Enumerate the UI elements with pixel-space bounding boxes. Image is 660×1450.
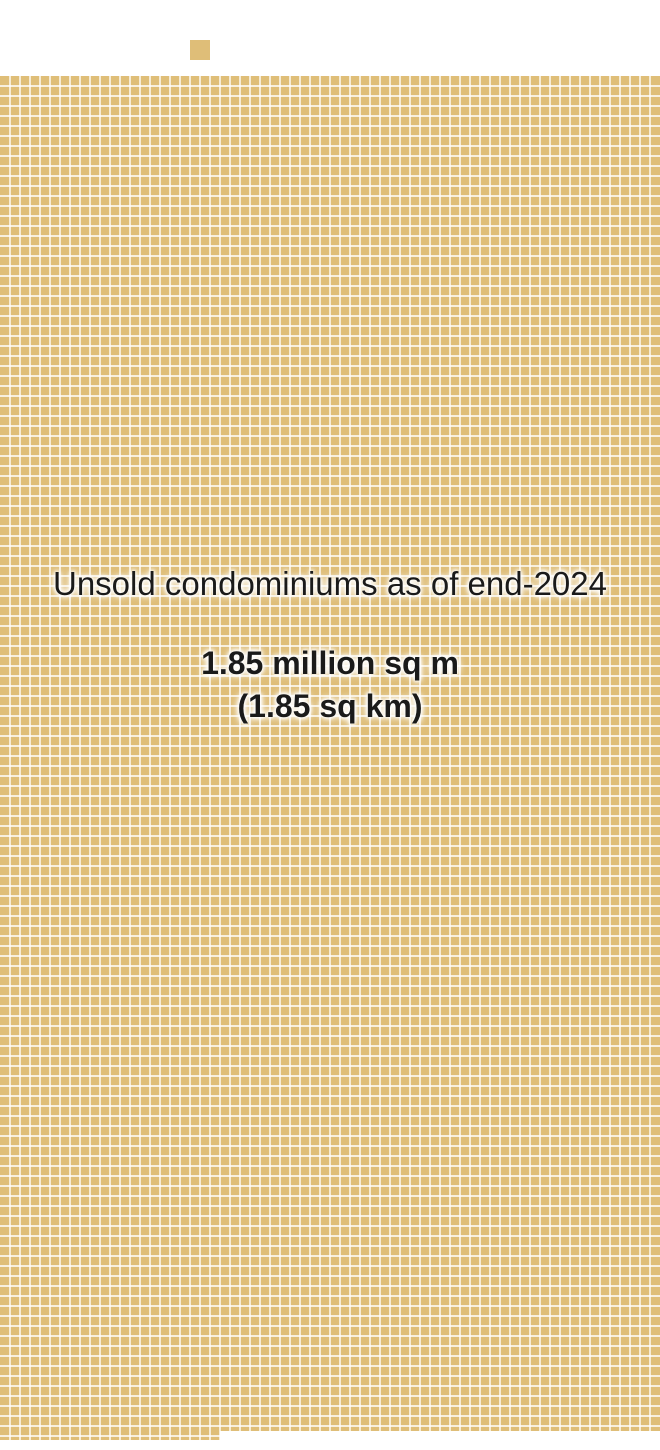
value-label: 1.85 million sq m <box>201 645 459 681</box>
grid-line-path <box>0 76 660 1440</box>
waffle-empty-corner <box>220 1431 660 1450</box>
chart-title: Unsold condominiums as of end-2024 <box>53 565 607 602</box>
value-label-km: (1.85 sq km) <box>237 688 423 724</box>
legend-unit-square <box>190 40 210 60</box>
waffle-grid-lines <box>0 76 660 1440</box>
